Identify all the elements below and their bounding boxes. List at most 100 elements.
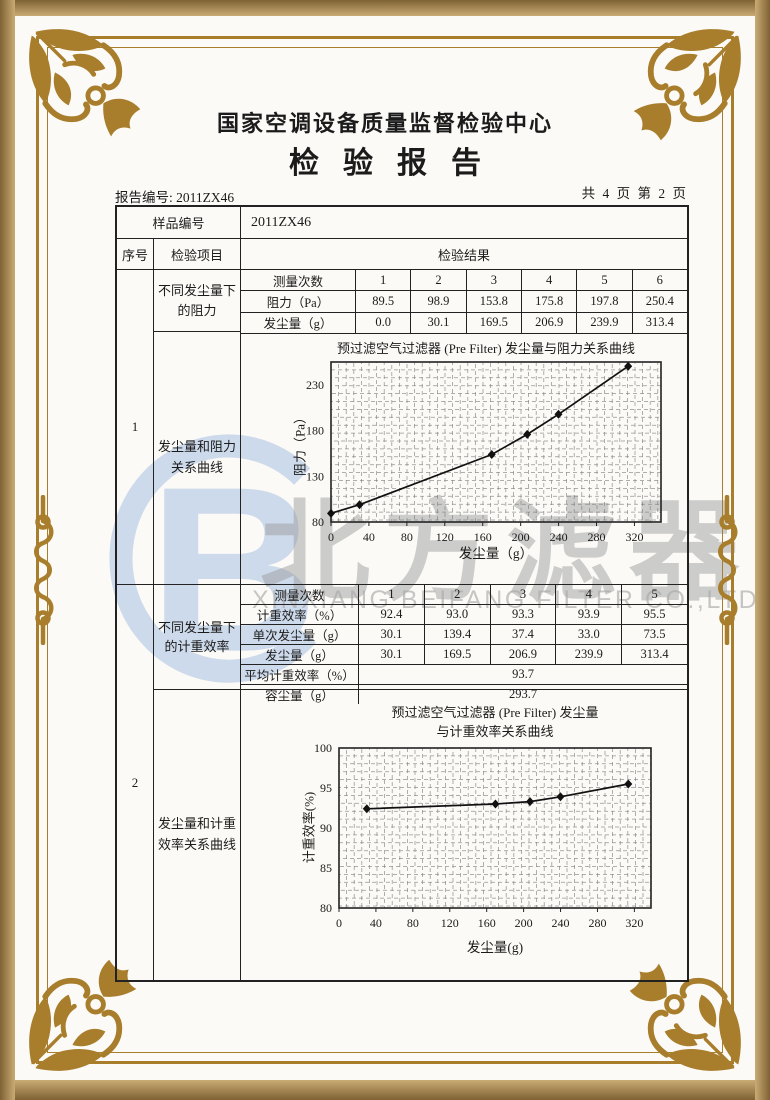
table-cell: 0.0 [356, 312, 412, 333]
table-row: 平均计重效率（%） 93.7 [241, 665, 687, 685]
table-row: 阻力（Pa） 89.5 98.9 153.8 175.8 197.8 250.4 [241, 291, 687, 313]
org-title: 国家空调设备质量监督检验中心 [216, 111, 553, 136]
section-1-item-curve: 发尘量和阻力关系曲线 [158, 439, 237, 475]
efficiency-chart: 预过滤空气过滤器 (Pre Filter) 发尘量 与计重效率关系曲线 计重效率… [241, 690, 687, 980]
table-cell: 37.4 [491, 625, 557, 644]
section-2: 2 不同发尘量下的计重效率 发尘量和计重效率关系曲线 测量次数 1 2 3 4 5 计重效率… [117, 585, 687, 980]
chart-title: 预过滤空气过滤器 (Pre Filter) 发尘量与阻力关系曲线 [337, 341, 635, 356]
svg-text:40: 40 [363, 530, 375, 544]
svg-text:40: 40 [370, 916, 382, 930]
chart-x-axis-label: 发尘量(g) [466, 940, 524, 955]
sample-number-label: 样品编号 [117, 207, 241, 238]
chart-x-axis-label: 发尘量（g） [458, 546, 534, 561]
section-1-item-resistance: 不同发尘量下的阻力 [154, 270, 240, 332]
chart-title-line1: 预过滤空气过滤器 (Pre Filter) 发尘量 [391, 705, 599, 720]
table-cell: 30.1 [411, 312, 467, 333]
row-label: 发尘量（g） [241, 645, 359, 664]
row-label: 平均计重效率（%） [241, 665, 359, 684]
chart-plot: 0 40 80 120 160 200 240 280 320 80 130 180 230 [306, 361, 662, 544]
table-cell: 33.0 [556, 625, 623, 644]
table-cell: 1 [356, 270, 412, 291]
table-row: 单次发尘量（g） 30.1 139.4 37.4 33.0 73.5 [241, 625, 687, 645]
report-title: 检验报告 [289, 147, 505, 180]
table-cell: 313.4 [645, 315, 674, 330]
table-cell: 4 [556, 585, 623, 604]
table-cell: 6 [656, 272, 663, 287]
section-1-items: 不同发尘量下的阻力 发尘量和阻力关系曲线 [154, 270, 241, 584]
svg-text:240: 240 [552, 916, 570, 930]
svg-text:280: 280 [588, 530, 606, 544]
table-cell: 175.8 [522, 291, 578, 312]
table-cell: 250.4 [645, 293, 674, 308]
table-cell: 4 [522, 270, 578, 291]
table-row: 计重效率（%） 92.4 93.0 93.3 93.9 95.5 [241, 605, 687, 625]
section-1: 1 不同发尘量下的阻力 发尘量和阻力关系曲线 测量次数 1 2 3 4 5 6 阻力（Pa） 8… [117, 270, 687, 585]
svg-text:240: 240 [550, 530, 568, 544]
border-band-top [0, 0, 770, 16]
svg-text:280: 280 [588, 916, 606, 930]
svg-text:80: 80 [312, 515, 324, 529]
resistance-measurement-table: 测量次数 1 2 3 4 5 6 阻力（Pa） 89.5 98.9 153.8 175.8 197.8 2… [241, 270, 687, 334]
item-column-header: 检验项目 [154, 239, 241, 269]
section-2-item-curve: 发尘量和计重效率关系曲线 [158, 816, 237, 852]
table-cell: 313.4 [640, 647, 669, 661]
table-row: 发尘量（g） 30.1 169.5 206.9 239.9 313.4 [241, 645, 687, 665]
table-row: 测量次数 1 2 3 4 5 [241, 585, 687, 605]
svg-text:160: 160 [474, 530, 492, 544]
svg-text:320: 320 [625, 916, 643, 930]
row-label: 阻力（Pa） [241, 291, 356, 312]
table-row: 容尘量（g） 293.7 [241, 685, 687, 704]
table-row: 发尘量（g） 0.0 30.1 169.5 206.9 239.9 313.4 [241, 312, 687, 333]
row-label: 计重效率（%） [241, 605, 359, 624]
row-label: 容尘量（g） [241, 685, 359, 704]
svg-text:80: 80 [407, 916, 419, 930]
table-cell: 3 [491, 585, 557, 604]
table-cell: 2 [425, 585, 491, 604]
section-2-results: 测量次数 1 2 3 4 5 计重效率（%） 92.4 93.0 93.3 93.9 95.5 单次发尘… [241, 585, 687, 980]
border-band-right [755, 0, 770, 1100]
table-cell: 3 [467, 270, 522, 291]
sample-number-row: 样品编号 2011ZX46 [117, 207, 687, 239]
table-cell: 98.9 [411, 291, 467, 312]
row-label: 测量次数 [241, 270, 356, 291]
svg-text:120: 120 [436, 530, 454, 544]
result-column-header: 检验结果 [437, 247, 490, 263]
table-cell: 89.5 [356, 291, 412, 312]
table-cell: 93.9 [556, 605, 623, 624]
table-cell: 197.8 [577, 291, 633, 312]
results-table: 样品编号 2011ZX46 序号 检验项目 检验结果 1 不同发尘量下的阻力 发… [115, 205, 689, 982]
svg-text:200: 200 [515, 916, 533, 930]
chart-title-line2: 与计重效率关系曲线 [436, 724, 554, 739]
table-cell: 95.5 [643, 607, 666, 621]
table-header-row: 序号 检验项目 检验结果 [117, 239, 687, 270]
seq-column-header: 序号 [117, 239, 154, 269]
row-label: 单次发尘量（g） [241, 625, 359, 644]
svg-text:200: 200 [512, 530, 530, 544]
table-cell: 30.1 [359, 625, 425, 644]
svg-text:130: 130 [306, 469, 324, 483]
svg-text:230: 230 [306, 378, 324, 392]
table-cell: 93.3 [491, 605, 557, 624]
section-2-items: 不同发尘量下的计重效率 发尘量和计重效率关系曲线 [154, 585, 241, 980]
edge-scroll-ornament-icon [30, 495, 56, 645]
merged-value-cell: 93.7 [512, 667, 534, 681]
border-band-bottom [0, 1080, 770, 1100]
table-cell: 92.4 [359, 605, 425, 624]
svg-text:0: 0 [336, 916, 342, 930]
table-cell: 239.9 [577, 312, 633, 333]
chart-y-axis-label: 阻力（Pa） [292, 411, 308, 477]
svg-text:80: 80 [401, 530, 413, 544]
svg-text:120: 120 [441, 916, 459, 930]
table-row: 测量次数 1 2 3 4 5 6 [241, 270, 687, 292]
report-number: 报告编号: 2011ZX46 [115, 190, 235, 205]
table-cell: 2 [411, 270, 467, 291]
section-2-seq: 2 [117, 585, 154, 980]
svg-text:0: 0 [328, 530, 334, 544]
svg-text:95: 95 [320, 781, 332, 795]
chart-plot: 0 40 80 120 160 200 240 280 320 80 85 90 95 100 [314, 741, 652, 930]
svg-text:90: 90 [320, 821, 332, 835]
section-1-results: 测量次数 1 2 3 4 5 6 阻力（Pa） 89.5 98.9 153.8 175.8 197.8 2… [241, 270, 687, 584]
table-cell: 206.9 [522, 312, 578, 333]
table-cell: 30.1 [359, 645, 425, 664]
svg-text:80: 80 [320, 901, 332, 915]
